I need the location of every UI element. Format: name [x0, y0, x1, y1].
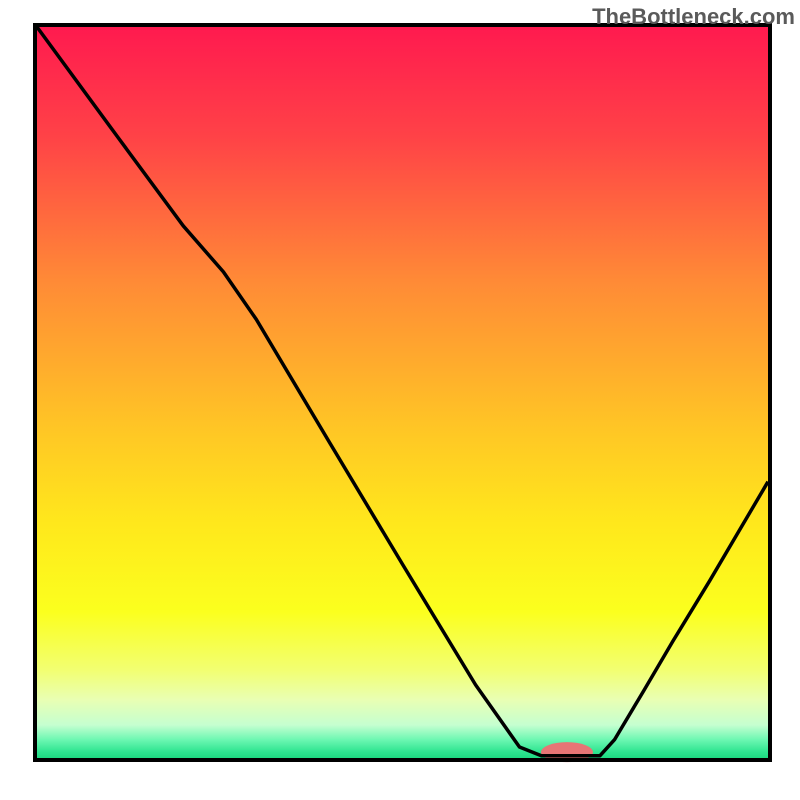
chart-svg	[0, 0, 800, 800]
watermark-text: TheBottleneck.com	[592, 4, 795, 30]
plot-background	[37, 27, 768, 758]
chart-container: TheBottleneck.com	[0, 0, 800, 800]
